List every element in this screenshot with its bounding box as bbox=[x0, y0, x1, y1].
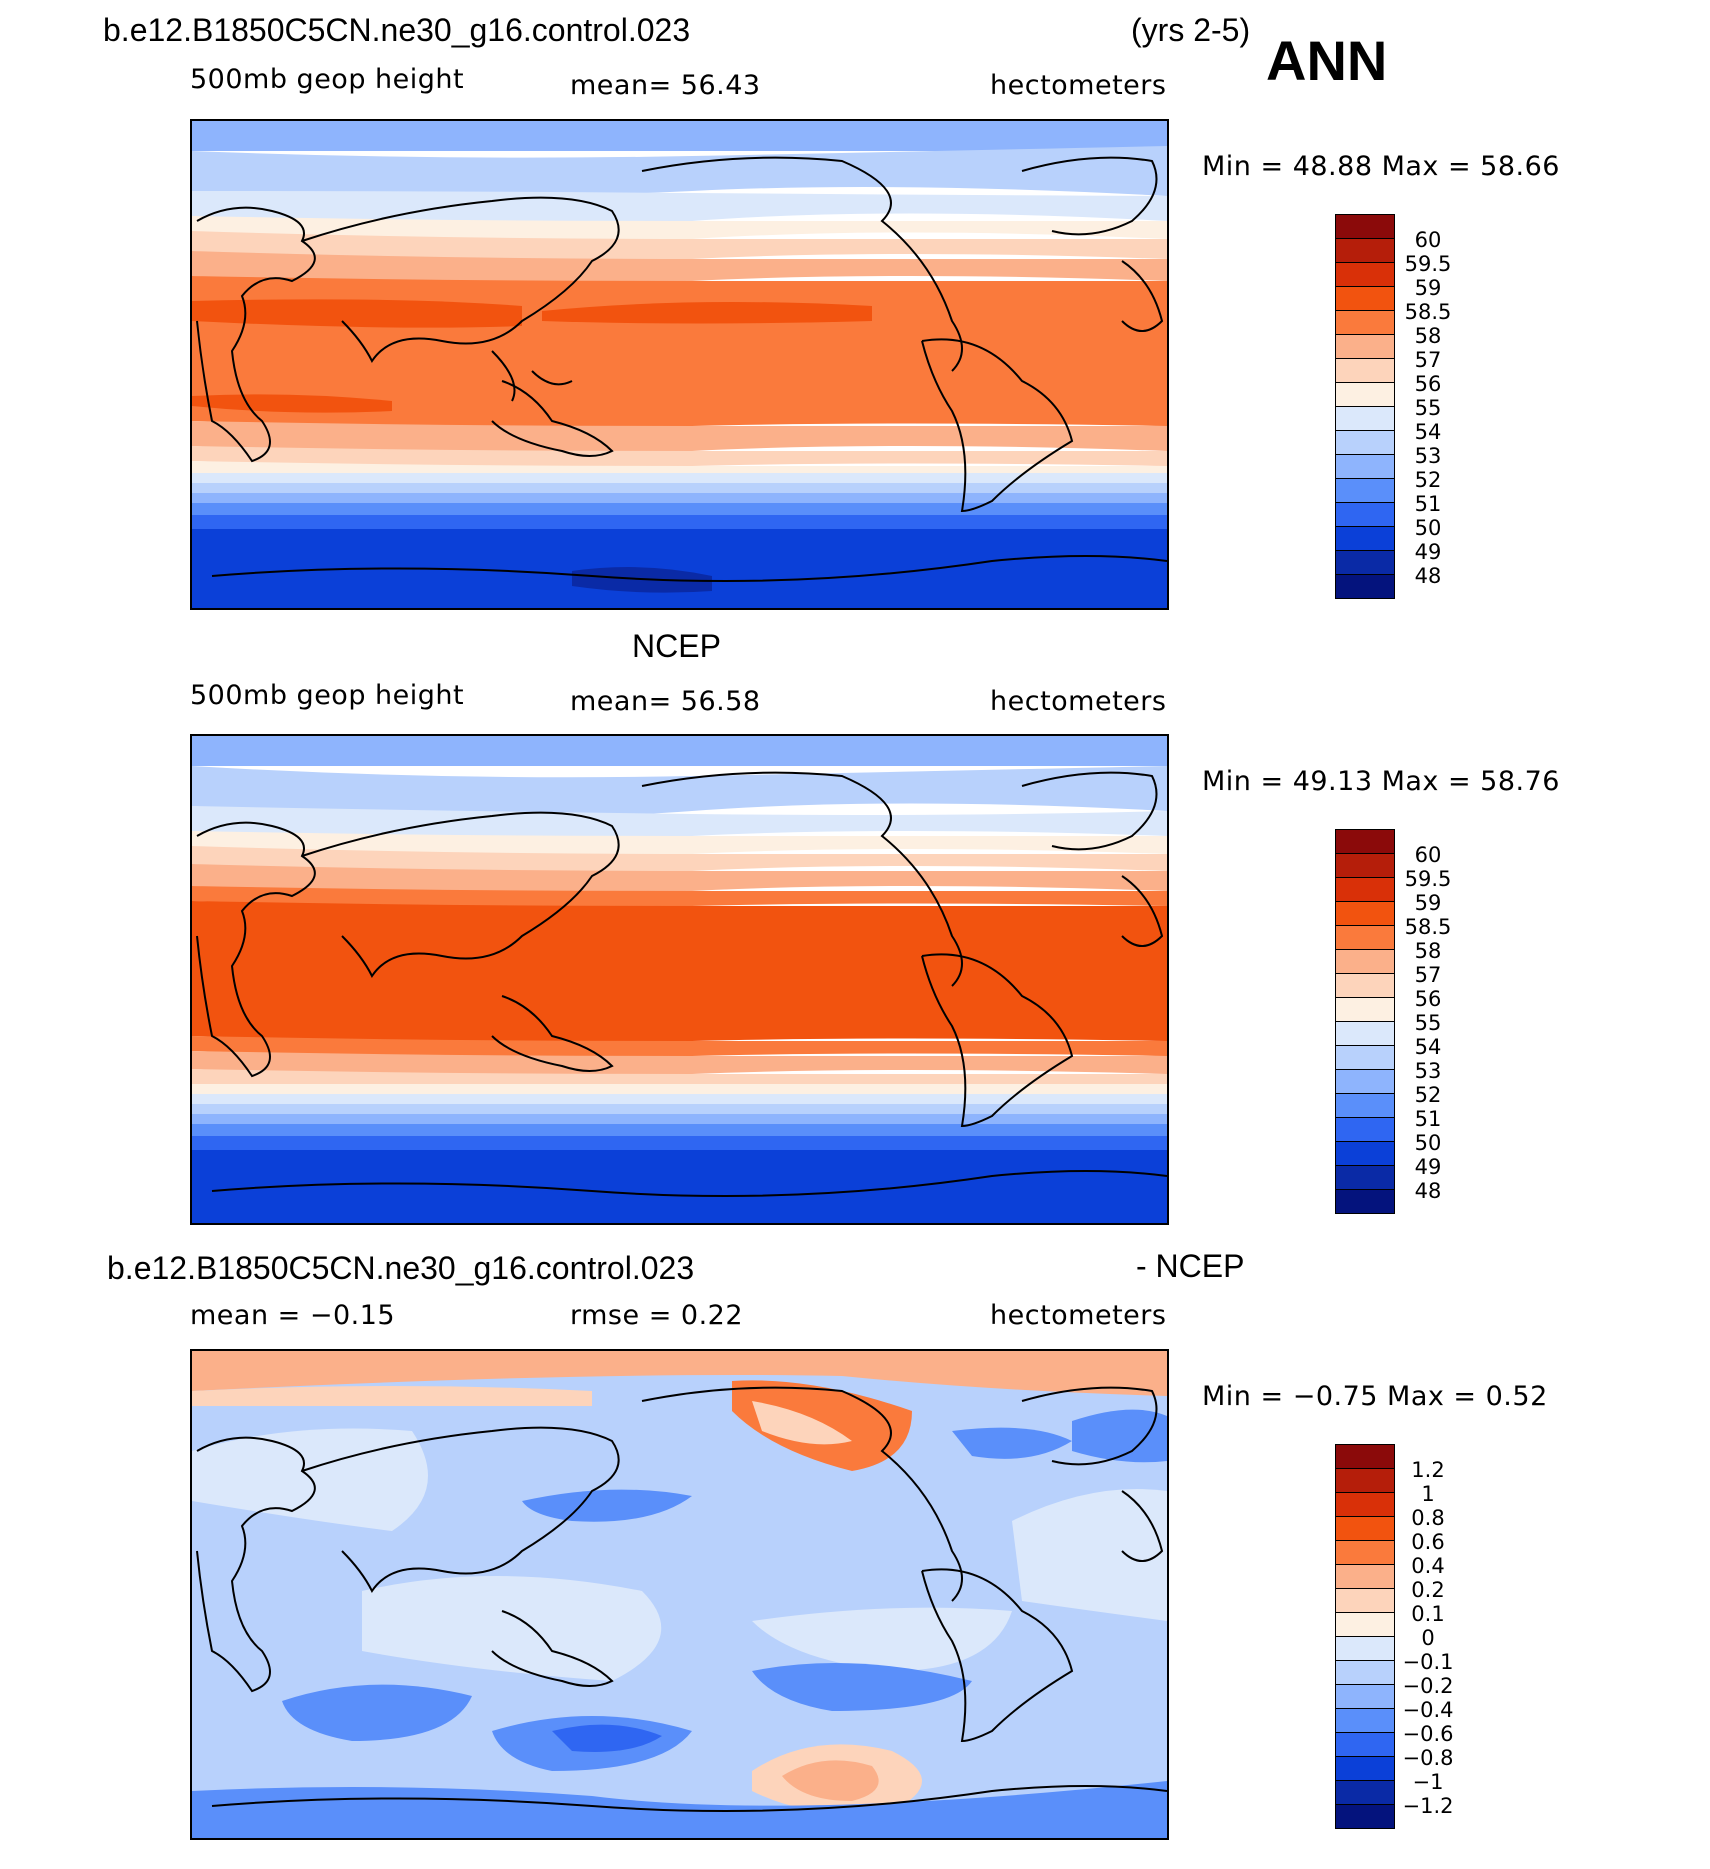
cbar-label: 48 bbox=[1414, 564, 1442, 588]
cbar-label: 49 bbox=[1414, 540, 1442, 564]
cbar-label: 51 bbox=[1414, 1107, 1442, 1131]
cbar-label: −0.2 bbox=[1402, 1674, 1454, 1698]
panel-obs-colorbar bbox=[1335, 829, 1395, 1214]
panel-model-minmax: Min = 48.88 Max = 58.66 bbox=[1202, 151, 1560, 182]
cbar-label: 58 bbox=[1414, 939, 1442, 963]
cbar-label: 54 bbox=[1414, 420, 1442, 444]
cbar-label: 1.2 bbox=[1411, 1458, 1445, 1482]
cbar-label: 0.2 bbox=[1411, 1578, 1445, 1602]
cbar-label: −1.2 bbox=[1402, 1794, 1454, 1818]
panel-obs-variable: 500mb geop height bbox=[190, 680, 465, 711]
cbar-label: 55 bbox=[1414, 396, 1442, 420]
cbar-label: −0.4 bbox=[1402, 1698, 1454, 1722]
cbar-label: 52 bbox=[1414, 1083, 1442, 1107]
panel-obs-minmax: Min = 49.13 Max = 58.76 bbox=[1202, 766, 1560, 797]
cbar-label: 59 bbox=[1414, 891, 1442, 915]
panel-diff-units: hectometers bbox=[990, 1300, 1167, 1331]
cbar-label: 53 bbox=[1414, 1059, 1442, 1083]
panel-diff-map bbox=[190, 1349, 1169, 1840]
cbar-label: 0.1 bbox=[1411, 1602, 1445, 1626]
model-contour-field bbox=[192, 121, 1167, 608]
panel-diff-ncep-title: - NCEP bbox=[1136, 1248, 1245, 1284]
case-title: b.e12.B1850C5CN.ne30_g16.control.023 bbox=[103, 12, 691, 48]
panel-model-map bbox=[190, 119, 1169, 610]
cbar-label: 53 bbox=[1414, 444, 1442, 468]
cbar-label: 59.5 bbox=[1404, 867, 1452, 891]
cbar-label: 0 bbox=[1421, 1626, 1435, 1650]
panel-model-mean: mean= 56.43 bbox=[570, 70, 761, 101]
cbar-label: 50 bbox=[1414, 516, 1442, 540]
cbar-label: 56 bbox=[1414, 987, 1442, 1011]
cbar-label: 60 bbox=[1414, 843, 1442, 867]
cbar-label: 50 bbox=[1414, 1131, 1442, 1155]
cbar-label: −0.6 bbox=[1402, 1722, 1454, 1746]
panel-obs-mean: mean= 56.58 bbox=[570, 686, 761, 717]
cbar-label: −0.1 bbox=[1402, 1650, 1454, 1674]
cbar-label: 0.6 bbox=[1411, 1530, 1445, 1554]
cbar-label: −1 bbox=[1412, 1770, 1444, 1794]
panel-diff-mean: mean = −0.15 bbox=[190, 1300, 396, 1331]
cbar-label: 54 bbox=[1414, 1035, 1442, 1059]
panel-diff-rmse: rmse = 0.22 bbox=[570, 1300, 744, 1331]
cbar-label: 58 bbox=[1414, 324, 1442, 348]
cbar-label: 48 bbox=[1414, 1179, 1442, 1203]
panel-obs-title: NCEP bbox=[632, 628, 721, 664]
cbar-label: 0.4 bbox=[1411, 1554, 1445, 1578]
cbar-label: 57 bbox=[1414, 348, 1442, 372]
diff-contour-field bbox=[192, 1351, 1167, 1838]
cbar-label: 49 bbox=[1414, 1155, 1442, 1179]
panel-obs-map bbox=[190, 734, 1169, 1225]
season-label: ANN bbox=[1266, 29, 1388, 92]
panel-model-colorbar bbox=[1335, 214, 1395, 599]
panel-obs-units: hectometers bbox=[990, 686, 1167, 717]
cbar-label: 58.5 bbox=[1404, 915, 1452, 939]
cbar-label: 55 bbox=[1414, 1011, 1442, 1035]
cbar-label: 58.5 bbox=[1404, 300, 1452, 324]
cbar-label: 59 bbox=[1414, 276, 1442, 300]
cbar-label: 0.8 bbox=[1411, 1506, 1445, 1530]
panel-diff-case-title: b.e12.B1850C5CN.ne30_g16.control.023 bbox=[107, 1250, 695, 1286]
panel-model-variable: 500mb geop height bbox=[190, 64, 465, 95]
cbar-label: 59.5 bbox=[1404, 252, 1452, 276]
cbar-label: 51 bbox=[1414, 492, 1442, 516]
cbar-label: 1 bbox=[1421, 1482, 1435, 1506]
cbar-label: −0.8 bbox=[1402, 1746, 1454, 1770]
years-label: (yrs 2-5) bbox=[1131, 12, 1251, 48]
panel-diff-colorbar bbox=[1335, 1444, 1395, 1829]
cbar-label: 57 bbox=[1414, 963, 1442, 987]
cbar-label: 60 bbox=[1414, 228, 1442, 252]
cbar-label: 56 bbox=[1414, 372, 1442, 396]
obs-contour-field bbox=[192, 736, 1167, 1223]
cbar-label: 52 bbox=[1414, 468, 1442, 492]
panel-model-units: hectometers bbox=[990, 70, 1167, 101]
panel-diff-minmax: Min = −0.75 Max = 0.52 bbox=[1202, 1381, 1548, 1412]
